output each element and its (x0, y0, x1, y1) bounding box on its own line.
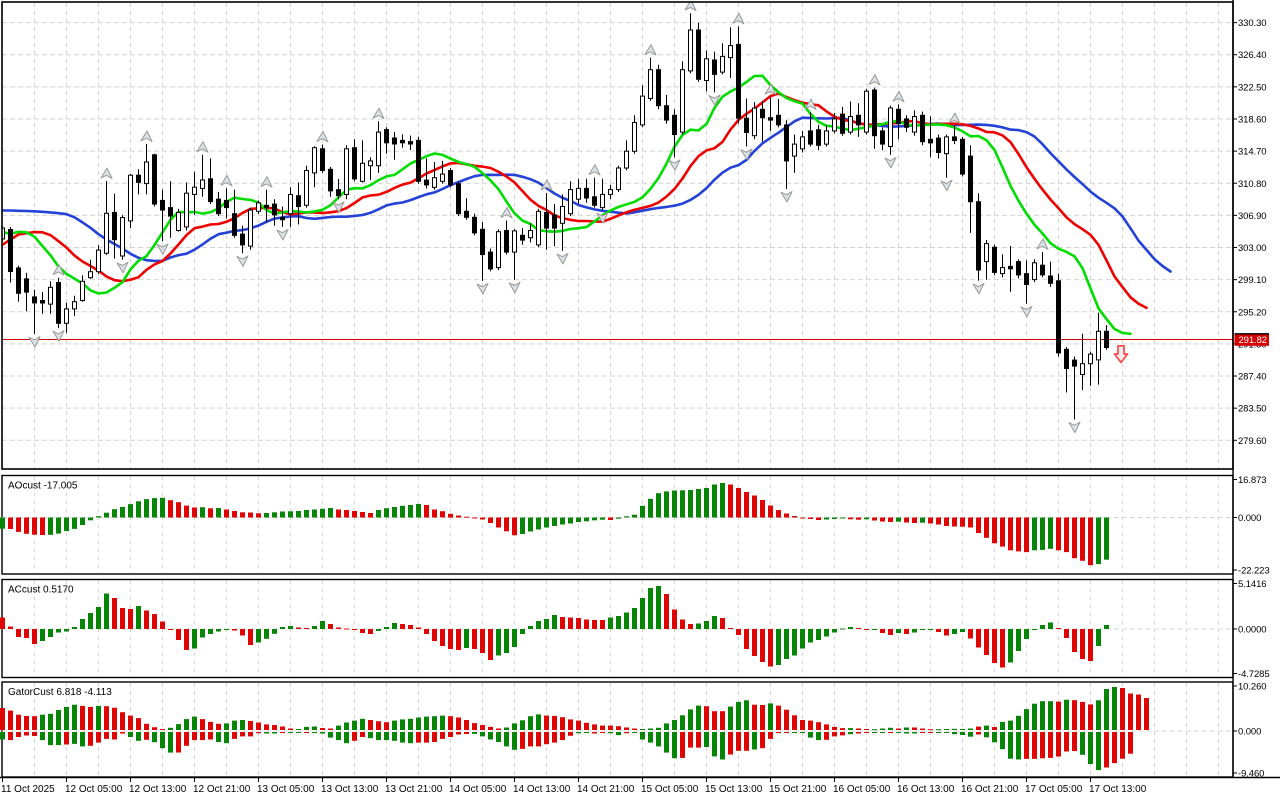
svg-text:17 Oct 05:00: 17 Oct 05:00 (1025, 784, 1083, 795)
svg-text:11 Oct 2025: 11 Oct 2025 (1, 784, 55, 795)
svg-text:279.60: 279.60 (1238, 436, 1266, 447)
svg-text:306.90: 306.90 (1238, 211, 1266, 222)
svg-text:17 Oct 13:00: 17 Oct 13:00 (1089, 784, 1147, 795)
svg-text:14 Oct 13:00: 14 Oct 13:00 (513, 784, 571, 795)
svg-text:318.60: 318.60 (1238, 114, 1266, 125)
svg-text:16 Oct 13:00: 16 Oct 13:00 (897, 784, 955, 795)
svg-text:-4.7285: -4.7285 (1238, 669, 1270, 680)
svg-text:13 Oct 05:00: 13 Oct 05:00 (257, 784, 315, 795)
svg-text:AOcust -17.005: AOcust -17.005 (8, 481, 78, 492)
svg-text:13 Oct 21:00: 13 Oct 21:00 (385, 784, 443, 795)
svg-text:295.20: 295.20 (1238, 307, 1266, 318)
svg-text:-22.223: -22.223 (1238, 566, 1270, 577)
svg-text:330.30: 330.30 (1238, 18, 1266, 29)
svg-text:16 Oct 21:00: 16 Oct 21:00 (961, 784, 1019, 795)
svg-text:12 Oct 21:00: 12 Oct 21:00 (193, 784, 251, 795)
svg-text:310.80: 310.80 (1238, 179, 1266, 190)
svg-text:13 Oct 13:00: 13 Oct 13:00 (321, 784, 379, 795)
svg-text:291.82: 291.82 (1239, 335, 1267, 346)
svg-text:326.40: 326.40 (1238, 50, 1266, 61)
svg-text:15 Oct 05:00: 15 Oct 05:00 (641, 784, 699, 795)
svg-text:12 Oct 13:00: 12 Oct 13:00 (129, 784, 187, 795)
svg-text:299.10: 299.10 (1238, 275, 1266, 286)
svg-text:322.50: 322.50 (1238, 82, 1266, 93)
svg-text:0.0000: 0.0000 (1238, 625, 1266, 636)
svg-text:16 Oct 05:00: 16 Oct 05:00 (833, 784, 891, 795)
svg-text:16.873: 16.873 (1238, 475, 1266, 486)
svg-text:10.260: 10.260 (1238, 682, 1266, 693)
svg-text:14 Oct 05:00: 14 Oct 05:00 (449, 784, 507, 795)
svg-text:303.00: 303.00 (1238, 243, 1266, 254)
svg-text:287.40: 287.40 (1238, 372, 1266, 383)
svg-text:-9.460: -9.460 (1238, 769, 1264, 780)
svg-text:ACcust 0.5170: ACcust 0.5170 (8, 585, 74, 596)
svg-text:14 Oct 21:00: 14 Oct 21:00 (577, 784, 635, 795)
svg-text:GatorCust 6.818 -4.113: GatorCust 6.818 -4.113 (8, 687, 112, 698)
svg-text:15 Oct 13:00: 15 Oct 13:00 (705, 784, 763, 795)
svg-text:0.000: 0.000 (1238, 513, 1261, 524)
svg-text:12 Oct 05:00: 12 Oct 05:00 (65, 784, 123, 795)
svg-text:15 Oct 21:00: 15 Oct 21:00 (769, 784, 827, 795)
svg-text:5.1416: 5.1416 (1238, 579, 1266, 590)
svg-text:283.50: 283.50 (1238, 404, 1266, 415)
svg-text:314.70: 314.70 (1238, 147, 1266, 158)
svg-text:0.000: 0.000 (1238, 727, 1261, 738)
